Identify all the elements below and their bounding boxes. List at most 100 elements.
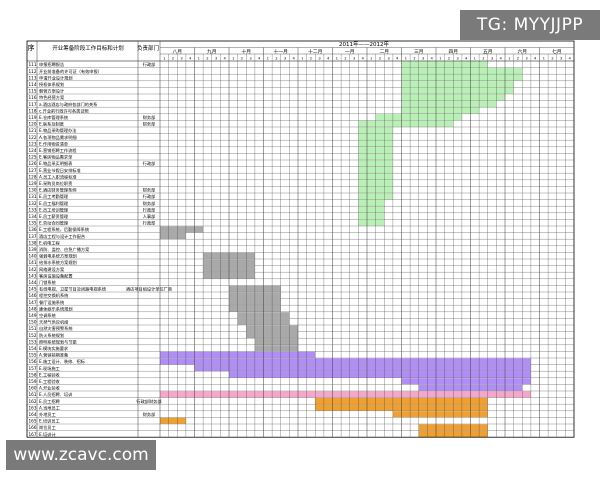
task-name: 酒店工程与设计工作配合 xyxy=(39,233,86,240)
header-layer: 序 开业筹备阶段工作目标和计划 负责部门 2011年——2012年 xyxy=(28,40,390,52)
row-number: 164 xyxy=(29,412,37,417)
gantt-bar xyxy=(160,391,531,398)
row-number: 122 xyxy=(29,135,37,140)
gantt-bar xyxy=(229,371,531,378)
gantt-bar xyxy=(401,81,514,88)
row-number: 126 xyxy=(29,161,37,166)
owner-label: 财务部 xyxy=(143,114,156,121)
week-label: 3 xyxy=(422,57,424,61)
task-name: E.营销招聘工作流程 xyxy=(39,147,77,154)
row-number: 166 xyxy=(29,425,37,430)
watermark-bottom: www.zcavc.com xyxy=(6,440,156,470)
row-number: 161 xyxy=(29,392,37,397)
gantt-bar xyxy=(401,101,497,107)
owner-label: 行政部 xyxy=(143,61,156,68)
week-label: 1 xyxy=(198,57,200,61)
row-number: 129 xyxy=(29,181,37,186)
gantt-bar xyxy=(358,219,385,226)
task-name: E.仓库管理系统 xyxy=(39,114,68,121)
task-name: E.劳动合同管理 xyxy=(39,220,69,227)
week-label: 4 xyxy=(258,57,260,61)
task-name: 申报招聘报告 xyxy=(39,61,64,68)
week-label: 1 xyxy=(163,57,165,61)
task-name: 空调系统 xyxy=(39,312,56,319)
row-number: 162 xyxy=(29,399,37,404)
gantt-bar xyxy=(401,107,480,114)
row-number: 141 xyxy=(29,260,37,265)
week-label: 1 xyxy=(474,57,476,61)
task-name: 给排水系统方案规划 xyxy=(39,259,77,266)
gantt-bar xyxy=(160,417,186,424)
gantt-bar xyxy=(358,213,385,220)
task-name: A.当地员工 xyxy=(39,404,60,411)
watermark-top: TG: MYYJJPP xyxy=(460,10,600,40)
task-name: E.员工福利管理 xyxy=(39,200,69,207)
week-label: 4 xyxy=(431,57,433,61)
row-number: 134 xyxy=(29,214,37,219)
task-name: 防火系统规划 xyxy=(39,332,64,339)
week-label: 3 xyxy=(318,57,320,61)
row-number: 112 xyxy=(29,69,37,74)
owner-label: 财务部 xyxy=(143,121,156,128)
row-number: 150 xyxy=(29,320,37,325)
row-number: 151 xyxy=(29,326,37,331)
row-number: 156 xyxy=(29,359,37,364)
gantt-bar xyxy=(392,411,488,418)
task-name: E.培训计 xyxy=(39,431,56,438)
week-label: 1 xyxy=(439,57,441,61)
gantt-bar xyxy=(160,226,204,233)
month-label: 一月 xyxy=(345,49,355,55)
week-label: 3 xyxy=(180,57,182,61)
owner-label: 财务部 xyxy=(143,187,156,194)
week-label: 1 xyxy=(336,57,338,61)
task-name: 岗位员工 xyxy=(39,424,56,431)
row-number: 125 xyxy=(29,155,37,160)
month-label: 八月 xyxy=(172,49,182,55)
header-period-label: 2011年——2012年 xyxy=(339,40,389,48)
header-owner-label: 负责部门 xyxy=(137,44,159,52)
row-number: 153 xyxy=(29,339,37,344)
row-number: 139 xyxy=(29,247,37,252)
row-number: 111 xyxy=(29,62,37,67)
row-number: 136 xyxy=(29,227,37,232)
task-name: E.人员招聘、培训 xyxy=(39,391,72,398)
task-name: 外地员工 xyxy=(39,411,56,418)
task-name: 朝营方案设计 xyxy=(39,88,64,95)
row-number: 123 xyxy=(29,141,37,146)
row-number: 146 xyxy=(29,293,37,298)
week-label: 3 xyxy=(387,57,389,61)
row-number: 140 xyxy=(29,254,37,259)
task-name: 程控交换机系统 xyxy=(39,292,68,299)
week-label: 3 xyxy=(491,57,493,61)
task-name: E.现场施工 xyxy=(39,365,60,372)
header-task-label: 开业筹备阶段工作目标和计划 xyxy=(52,44,124,52)
task-name: 开业前准备的许可证（有效申报） xyxy=(39,68,102,75)
month-label: 十一月 xyxy=(274,48,288,55)
task-name: E.客房物品需求单 xyxy=(39,154,72,161)
task-name: 天然气供应机组 xyxy=(39,319,68,326)
owner-label: 行政部财务部 xyxy=(136,398,161,405)
owner-label: 行政部 xyxy=(143,160,156,167)
row-number: 138 xyxy=(29,240,37,245)
row-number: 157 xyxy=(29,366,37,371)
week-label: 1 xyxy=(232,57,234,61)
task-name: E.营业节假日安排标准 xyxy=(39,167,81,174)
week-label: 4 xyxy=(362,57,364,61)
month-label: 十二月 xyxy=(308,48,322,55)
week-label: 1 xyxy=(301,57,303,61)
task-name: E.物品采购管理办法 xyxy=(39,127,76,134)
month-label: 五月 xyxy=(483,49,493,55)
row-number: 144 xyxy=(29,280,37,285)
row-number: 113 xyxy=(29,75,37,80)
row-number: 116 xyxy=(29,95,37,100)
task-name: 强弱电系统方案规划 xyxy=(39,253,77,260)
month-label: 六月 xyxy=(517,48,527,55)
task-name: E.联系及制度 xyxy=(39,121,65,128)
task-name: E.员工招聘 xyxy=(39,398,60,405)
week-label: 4 xyxy=(293,57,295,61)
week-label: 2 xyxy=(172,57,174,61)
row-number: 159 xyxy=(29,379,37,384)
owner-label: 酒店项目组设计单位厂商 xyxy=(126,286,172,293)
week-label: 2 xyxy=(482,57,484,61)
task-name: 餐厅设施系统 xyxy=(39,299,64,306)
